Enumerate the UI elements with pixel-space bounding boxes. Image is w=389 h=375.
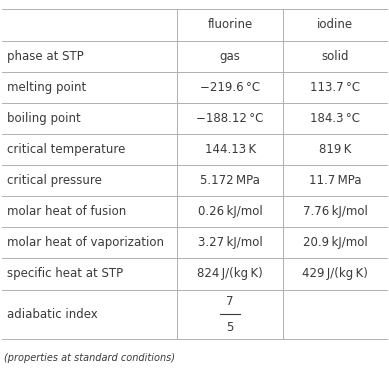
- Text: −188.12 °C: −188.12 °C: [196, 112, 264, 125]
- Text: critical temperature: critical temperature: [7, 143, 125, 156]
- Text: molar heat of fusion: molar heat of fusion: [7, 205, 126, 218]
- Text: molar heat of vaporization: molar heat of vaporization: [7, 236, 164, 249]
- Text: 824 J/(kg K): 824 J/(kg K): [197, 267, 263, 280]
- Text: 819 K: 819 K: [319, 143, 351, 156]
- Text: melting point: melting point: [7, 81, 86, 94]
- Text: 7.76 kJ/mol: 7.76 kJ/mol: [303, 205, 368, 218]
- Text: solid: solid: [321, 50, 349, 63]
- Text: gas: gas: [220, 50, 240, 63]
- Text: 113.7 °C: 113.7 °C: [310, 81, 360, 94]
- Text: 5: 5: [226, 321, 234, 334]
- Text: 144.13 K: 144.13 K: [205, 143, 256, 156]
- Text: 3.27 kJ/mol: 3.27 kJ/mol: [198, 236, 263, 249]
- Text: 5.172 MPa: 5.172 MPa: [200, 174, 260, 187]
- Text: fluorine: fluorine: [207, 18, 253, 32]
- Text: 11.7 MPa: 11.7 MPa: [309, 174, 361, 187]
- Text: specific heat at STP: specific heat at STP: [7, 267, 123, 280]
- Text: adiabatic index: adiabatic index: [7, 308, 97, 321]
- Text: (properties at standard conditions): (properties at standard conditions): [4, 353, 175, 363]
- Text: 184.3 °C: 184.3 °C: [310, 112, 360, 125]
- Text: 7: 7: [226, 295, 234, 308]
- Text: 20.9 kJ/mol: 20.9 kJ/mol: [303, 236, 368, 249]
- Text: critical pressure: critical pressure: [7, 174, 102, 187]
- Text: 429 J/(kg K): 429 J/(kg K): [302, 267, 368, 280]
- Text: 0.26 kJ/mol: 0.26 kJ/mol: [198, 205, 263, 218]
- Text: phase at STP: phase at STP: [7, 50, 83, 63]
- Text: iodine: iodine: [317, 18, 353, 32]
- Text: −219.6 °C: −219.6 °C: [200, 81, 260, 94]
- Text: boiling point: boiling point: [7, 112, 81, 125]
